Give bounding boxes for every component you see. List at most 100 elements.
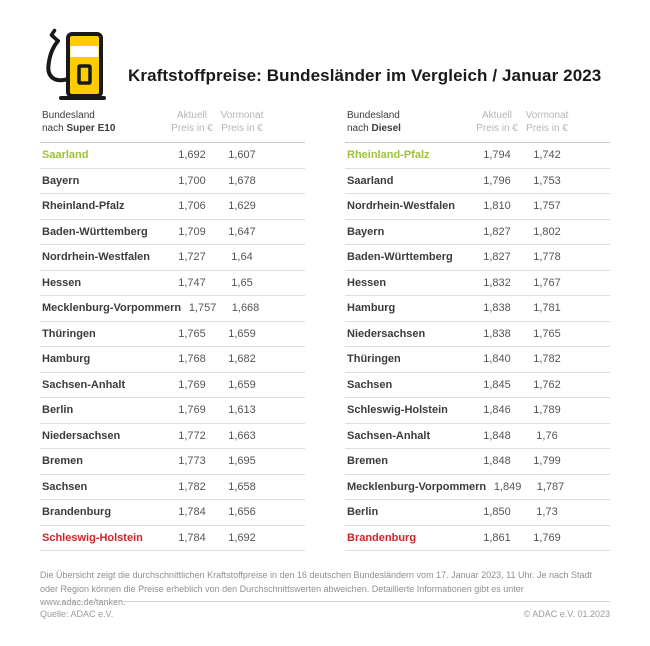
current-price: 1,838 bbox=[483, 302, 511, 315]
column-header-line1: Aktuell bbox=[481, 110, 512, 121]
state-name: Berlin bbox=[347, 506, 379, 519]
column-header-previous: Vormonat Preis in € bbox=[522, 110, 572, 135]
bottom-bar: Quelle: ADAC e.V. © ADAC e.V. 01.2023 bbox=[40, 601, 610, 619]
state-name: Baden-Württemberg bbox=[42, 225, 148, 238]
column-header-line1: Vormonat bbox=[220, 110, 264, 121]
column-header-prefix: nach bbox=[347, 122, 372, 134]
state-name: Schleswig-Holstein bbox=[42, 531, 143, 544]
column-header-bundesland: Bundesland nach Diesel bbox=[347, 110, 472, 135]
fuel-type-label: Diesel bbox=[371, 122, 401, 134]
state-name: Sachsen-Anhalt bbox=[42, 378, 126, 391]
current-price: 1,773 bbox=[178, 455, 206, 468]
current-price: 1,709 bbox=[178, 225, 206, 238]
table-row: Baden-Württemberg 1,709 1,647 bbox=[40, 220, 305, 245]
previous-price: 1,647 bbox=[228, 225, 256, 238]
current-price: 1,796 bbox=[483, 174, 511, 187]
previous-price: 1,663 bbox=[228, 429, 256, 442]
current-price: 1,810 bbox=[483, 200, 511, 213]
table-row: Brandenburg 1,784 1,656 bbox=[40, 500, 305, 526]
previous-price: 1,658 bbox=[228, 480, 256, 493]
column-header-current: Aktuell Preis in € bbox=[167, 110, 217, 135]
current-price: 1,840 bbox=[483, 353, 511, 366]
header: Kraftstoffpreise: Bundesländer im Vergle… bbox=[40, 26, 610, 104]
state-name: Nordrhein-Westfalen bbox=[42, 251, 150, 264]
column-header-bundesland: Bundesland nach Super E10 bbox=[42, 110, 167, 135]
current-price: 1,832 bbox=[483, 276, 511, 289]
fuel-pump-icon bbox=[46, 28, 106, 100]
previous-price: 1,802 bbox=[533, 225, 561, 238]
table-row: Thüringen 1,840 1,782 bbox=[345, 347, 610, 373]
fuel-type-label: Super E10 bbox=[66, 122, 116, 134]
column-header-line2: Preis in € bbox=[526, 122, 568, 134]
table-row: Thüringen 1,765 1,659 bbox=[40, 322, 305, 347]
previous-price: 1,659 bbox=[228, 327, 256, 340]
footnote-text: Die Übersicht zeigt die durchschnittlich… bbox=[40, 570, 593, 607]
state-name: Bayern bbox=[42, 174, 80, 187]
column-header-line2: Preis in € bbox=[171, 122, 213, 134]
copyright-label: © ADAC e.V. 01.2023 bbox=[523, 609, 610, 619]
page-title: Kraftstoffpreise: Bundesländer im Vergle… bbox=[128, 66, 602, 85]
state-name: Bremen bbox=[42, 455, 83, 468]
current-price: 1,827 bbox=[483, 251, 511, 264]
table-row: Mecklenburg-Vorpommern 1,757 1,668 bbox=[40, 296, 305, 322]
previous-price: 1,762 bbox=[533, 378, 561, 391]
current-price: 1,706 bbox=[178, 200, 206, 213]
previous-price: 1,767 bbox=[533, 276, 561, 289]
previous-price: 1,73 bbox=[536, 506, 558, 519]
current-price: 1,846 bbox=[483, 404, 511, 417]
current-price: 1,784 bbox=[178, 531, 206, 544]
table-row: Hessen 1,832 1,767 bbox=[345, 271, 610, 296]
current-price: 1,827 bbox=[483, 225, 511, 238]
table-row: Sachsen 1,782 1,658 bbox=[40, 475, 305, 500]
table-row: Bayern 1,700 1,678 bbox=[40, 169, 305, 194]
table-row: Sachsen-Anhalt 1,769 1,659 bbox=[40, 373, 305, 398]
table-body-diesel: Rheinland-Pfalz 1,794 1,742 Saarland 1,796 1,… bbox=[345, 143, 610, 551]
current-price: 1,845 bbox=[483, 378, 511, 391]
table-row: Rheinland-Pfalz 1,706 1,629 bbox=[40, 194, 305, 220]
table-row: Schleswig-Holstein 1,846 1,789 bbox=[345, 398, 610, 424]
current-price: 1,861 bbox=[483, 531, 511, 544]
state-name: Rheinland-Pfalz bbox=[42, 200, 125, 213]
table-diesel: Bundesland nach Diesel Aktuell Preis in … bbox=[345, 108, 610, 551]
state-name: Thüringen bbox=[347, 353, 401, 366]
table-row: Niedersachsen 1,772 1,663 bbox=[40, 424, 305, 449]
previous-price: 1,778 bbox=[533, 251, 561, 264]
tables-container: Bundesland nach Super E10 Aktuell Preis … bbox=[40, 108, 610, 551]
table-row: Berlin 1,850 1,73 bbox=[345, 500, 610, 526]
current-price: 1,700 bbox=[178, 174, 206, 187]
column-header-line1: Bundesland bbox=[42, 110, 95, 121]
table-body-super-e10: Saarland 1,692 1,607 Bayern 1,700 1,678 Rheinl… bbox=[40, 143, 305, 551]
previous-price: 1,668 bbox=[231, 302, 260, 315]
current-price: 1,772 bbox=[178, 429, 206, 442]
table-row: Bremen 1,848 1,799 bbox=[345, 449, 610, 475]
table-row: Bayern 1,827 1,802 bbox=[345, 220, 610, 245]
current-price: 1,769 bbox=[178, 404, 206, 417]
previous-price: 1,64 bbox=[231, 251, 253, 264]
state-name: Saarland bbox=[42, 149, 89, 162]
previous-price: 1,692 bbox=[228, 531, 256, 544]
previous-price: 1,678 bbox=[228, 174, 256, 187]
state-name: Nordrhein-Westfalen bbox=[347, 200, 455, 213]
state-name: Niedersachsen bbox=[42, 429, 121, 442]
current-price: 1,782 bbox=[178, 480, 206, 493]
current-price: 1,727 bbox=[178, 251, 206, 264]
table-row: Saarland 1,692 1,607 bbox=[40, 143, 305, 169]
current-price: 1,768 bbox=[178, 353, 206, 366]
column-header-line2: Preis in € bbox=[221, 122, 263, 134]
previous-price: 1,659 bbox=[228, 378, 256, 391]
previous-price: 1,765 bbox=[533, 327, 561, 340]
previous-price: 1,682 bbox=[228, 353, 256, 366]
current-price: 1,784 bbox=[178, 506, 206, 519]
state-name: Hessen bbox=[347, 276, 387, 289]
column-header-line2: Preis in € bbox=[476, 122, 518, 134]
state-name: Sachsen bbox=[347, 378, 393, 391]
current-price: 1,692 bbox=[178, 149, 206, 162]
state-name: Hamburg bbox=[42, 353, 91, 366]
table-row: Nordrhein-Westfalen 1,810 1,757 bbox=[345, 194, 610, 220]
previous-price: 1,799 bbox=[533, 455, 561, 468]
current-price: 1,794 bbox=[483, 149, 511, 162]
previous-price: 1,613 bbox=[228, 404, 256, 417]
previous-price: 1,757 bbox=[533, 200, 561, 213]
state-name: Mecklenburg-Vorpommern bbox=[347, 480, 487, 493]
